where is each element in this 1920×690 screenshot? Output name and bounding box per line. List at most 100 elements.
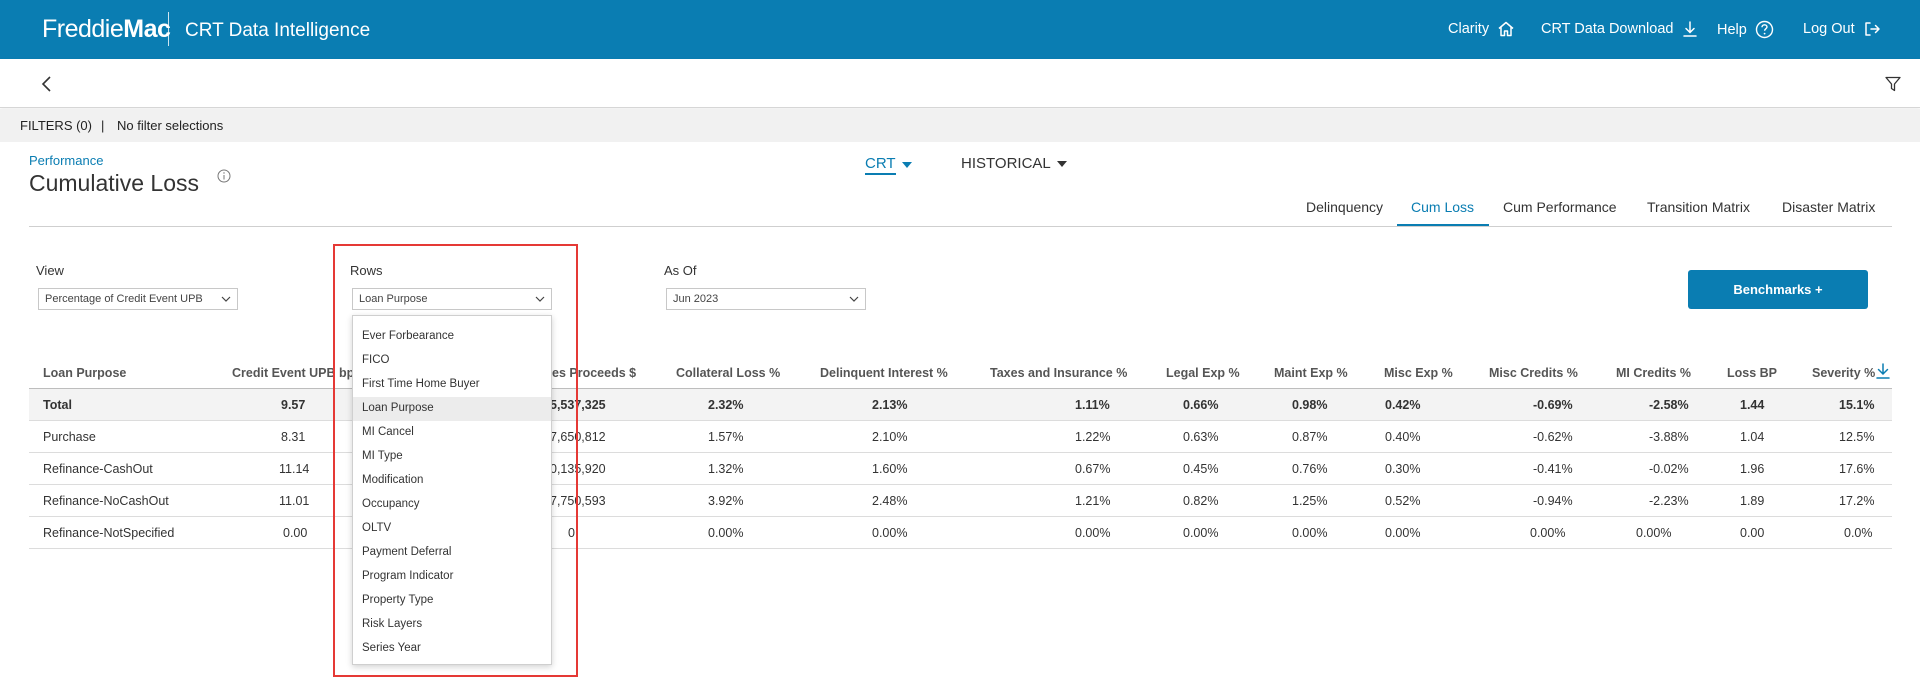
- nav-logout-link[interactable]: Log Out: [1803, 20, 1881, 38]
- cell-taxes-insurance: 0.67%: [1075, 462, 1111, 476]
- dropdown-option-occupancy[interactable]: Occupancy: [362, 498, 420, 510]
- cell-mi-credits: -2.23%: [1649, 494, 1689, 508]
- dropdown-option-payment-deferral[interactable]: Payment Deferral: [362, 546, 452, 558]
- table-download-icon[interactable]: [1876, 363, 1890, 379]
- cell-taxes-insurance: 1.21%: [1075, 494, 1111, 508]
- tab-transition-matrix[interactable]: Transition Matrix: [1647, 199, 1750, 215]
- historical-segment-dropdown[interactable]: HISTORICAL: [961, 155, 1067, 172]
- cell-delinquent-interest: 1.60%: [872, 462, 908, 476]
- cell-legal-exp: 0.63%: [1183, 430, 1219, 444]
- cell-collateral-loss: 3.92%: [708, 494, 744, 508]
- cell-loan-purpose: Total: [43, 398, 72, 412]
- view-select-value: Percentage of Credit Event UPB: [45, 293, 203, 305]
- column-header-severity[interactable]: Severity %: [1812, 366, 1876, 380]
- info-icon[interactable]: [217, 169, 231, 183]
- as-of-select-value: Jun 2023: [673, 293, 719, 305]
- chevron-down-icon: [221, 296, 231, 302]
- cell-legal-exp: 0.00%: [1183, 526, 1219, 540]
- nav-download-link[interactable]: CRT Data Download: [1541, 20, 1699, 38]
- dropdown-option-oltv[interactable]: OLTV: [362, 522, 392, 534]
- column-header-misc-exp[interactable]: Misc Exp %: [1384, 366, 1453, 380]
- active-tab-indicator: [1397, 224, 1489, 226]
- cell-misc-credits: -0.41%: [1533, 462, 1573, 476]
- nav-help-link[interactable]: Help: [1717, 20, 1774, 39]
- column-header-taxes-insurance[interactable]: Taxes and Insurance %: [990, 366, 1128, 380]
- nav-help-label: Help: [1717, 21, 1747, 38]
- rows-select[interactable]: Loan Purpose: [352, 288, 552, 310]
- crt-segment-dropdown[interactable]: CRT: [865, 155, 912, 175]
- column-header-collateral-loss[interactable]: Collateral Loss %: [676, 366, 781, 380]
- column-header-delinquent-interest[interactable]: Delinquent Interest %: [820, 366, 948, 380]
- chevron-down-icon: [535, 296, 545, 302]
- cell-misc-exp: 0.00%: [1385, 526, 1421, 540]
- caret-down-icon: [901, 162, 912, 168]
- dropdown-option-program-indicator[interactable]: Program Indicator: [362, 570, 454, 582]
- cell-maint-exp: 0.00%: [1292, 526, 1328, 540]
- dropdown-option-loan-purpose[interactable]: Loan Purpose: [353, 397, 551, 421]
- table-row[interactable]: Purchase 8.31 7,650,812 1.57% 2.10% 1.22…: [29, 421, 1892, 453]
- cell-misc-credits: 0.00%: [1530, 526, 1566, 540]
- freddie-mac-logo[interactable]: FreddieMac: [42, 15, 171, 43]
- column-header-maint-exp[interactable]: Maint Exp %: [1274, 366, 1348, 380]
- column-header-credit-event-upb[interactable]: Credit Event UPB bp: [232, 366, 355, 380]
- as-of-select[interactable]: Jun 2023: [666, 288, 866, 310]
- nav-clarity-link[interactable]: Clarity: [1448, 20, 1515, 38]
- dropdown-option-ever-forbearance[interactable]: Ever Forbearance: [362, 330, 455, 342]
- filters-separator: |: [101, 118, 105, 133]
- app-title[interactable]: CRT Data Intelligence: [185, 20, 371, 41]
- tab-cum-loss[interactable]: Cum Loss: [1411, 199, 1475, 215]
- nav-download-label: CRT Data Download: [1541, 21, 1674, 37]
- cell-severity: 17.2%: [1839, 494, 1875, 508]
- cell-loss-bp: 0.00: [1740, 526, 1765, 540]
- benchmarks-button[interactable]: Benchmarks +: [1688, 270, 1868, 309]
- cell-misc-exp: 0.42%: [1385, 398, 1421, 412]
- cell-severity: 0.0%: [1844, 526, 1873, 540]
- rows-label: Rows: [350, 263, 383, 278]
- cell-maint-exp: 0.98%: [1292, 398, 1328, 412]
- table-row[interactable]: Refinance-NotSpecified 0.00 0 0.00% 0.00…: [29, 517, 1892, 549]
- tab-disaster-matrix[interactable]: Disaster Matrix: [1782, 199, 1876, 215]
- cell-loss-bp: 1.44: [1740, 398, 1765, 412]
- view-label: View: [36, 263, 64, 278]
- back-chevron-icon[interactable]: [40, 75, 54, 93]
- column-header-sales-proceeds[interactable]: es Proceeds $: [552, 366, 637, 380]
- dropdown-option-mi-cancel[interactable]: MI Cancel: [362, 426, 414, 438]
- column-header-mi-credits[interactable]: MI Credits %: [1616, 366, 1692, 380]
- cell-taxes-insurance: 1.22%: [1075, 430, 1111, 444]
- tab-cum-performance[interactable]: Cum Performance: [1503, 199, 1617, 215]
- cell-mi-credits: -2.58%: [1649, 398, 1689, 412]
- filter-icon[interactable]: [1884, 75, 1902, 93]
- column-header-loan-purpose[interactable]: Loan Purpose: [43, 366, 127, 380]
- column-header-loss-bp[interactable]: Loss BP: [1727, 366, 1778, 380]
- cell-loss-bp: 1.89: [1740, 494, 1765, 508]
- cell-maint-exp: 1.25%: [1292, 494, 1328, 508]
- logout-icon: [1864, 22, 1880, 36]
- column-header-legal-exp[interactable]: Legal Exp %: [1166, 366, 1240, 380]
- dropdown-option-mi-type[interactable]: MI Type: [362, 450, 403, 462]
- table-row[interactable]: Refinance-CashOut 11.14 0,135,920 1.32% …: [29, 453, 1892, 485]
- rows-select-value: Loan Purpose: [359, 293, 428, 305]
- view-select[interactable]: Percentage of Credit Event UPB: [38, 288, 238, 310]
- nav-clarity-label: Clarity: [1448, 21, 1490, 37]
- table-row[interactable]: Refinance-NoCashOut 11.01 7,750,593 3.92…: [29, 485, 1892, 517]
- column-header-misc-credits[interactable]: Misc Credits %: [1489, 366, 1578, 380]
- dropdown-option-first-time-home-buyer[interactable]: First Time Home Buyer: [362, 378, 480, 390]
- dropdown-option-fico[interactable]: FICO: [362, 354, 390, 366]
- cell-misc-credits: -0.94%: [1533, 494, 1573, 508]
- dropdown-option-risk-layers[interactable]: Risk Layers: [362, 618, 423, 630]
- filters-count[interactable]: FILTERS (0): [20, 118, 92, 133]
- table-row[interactable]: Total 9.57 5,537,325 2.32% 2.13% 1.11% 0…: [29, 389, 1892, 421]
- crt-segment-label: CRT: [865, 155, 896, 175]
- top-navigation-bar: FreddieMac CRT Data Intelligence Clarity…: [0, 0, 1920, 59]
- filters-summary: No filter selections: [117, 118, 224, 133]
- cell-collateral-loss: 1.32%: [708, 462, 744, 476]
- sub-toolbar: [0, 59, 1920, 108]
- dropdown-option-modification[interactable]: Modification: [362, 474, 424, 486]
- tab-delinquency[interactable]: Delinquency: [1306, 199, 1384, 215]
- cell-sales-proceeds: 0: [568, 526, 575, 540]
- dropdown-option-property-type[interactable]: Property Type: [362, 594, 434, 606]
- dropdown-option-series-year[interactable]: Series Year: [362, 642, 421, 654]
- rows-dropdown-menu: Ever Forbearance FICO First Time Home Bu…: [352, 315, 552, 665]
- cell-loss-bp: 1.96: [1740, 462, 1765, 476]
- cell-misc-credits: -0.62%: [1533, 430, 1573, 444]
